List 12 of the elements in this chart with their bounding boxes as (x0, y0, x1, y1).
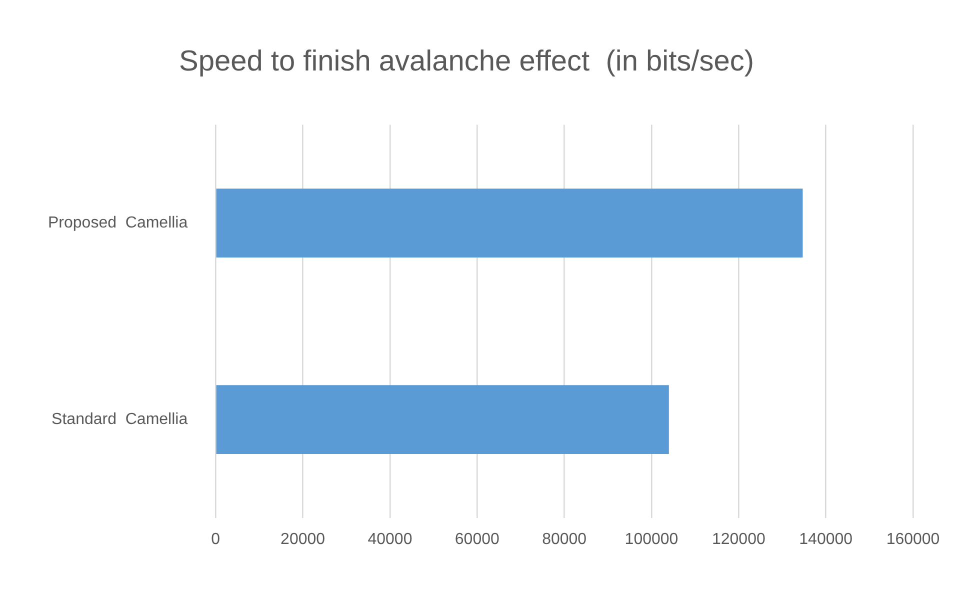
chart-title: Speed to finish avalanche effect (in bits/sec) (179, 45, 754, 78)
x-tick-label: 120000 (712, 530, 766, 548)
y-tick-label: Standard Camellia (52, 410, 188, 428)
x-tick-label: 100000 (624, 530, 678, 548)
x-tick-label: 40000 (368, 530, 412, 548)
x-tick-label: 20000 (280, 530, 326, 548)
x-tick-label: 160000 (886, 530, 940, 548)
y-tick-label: Proposed Camellia (48, 214, 188, 232)
x-tick-label: 0 (211, 530, 220, 548)
x-tick-label: 140000 (799, 530, 853, 548)
x-tick-label: 60000 (454, 530, 500, 548)
x-tick-label: 80000 (542, 530, 587, 548)
